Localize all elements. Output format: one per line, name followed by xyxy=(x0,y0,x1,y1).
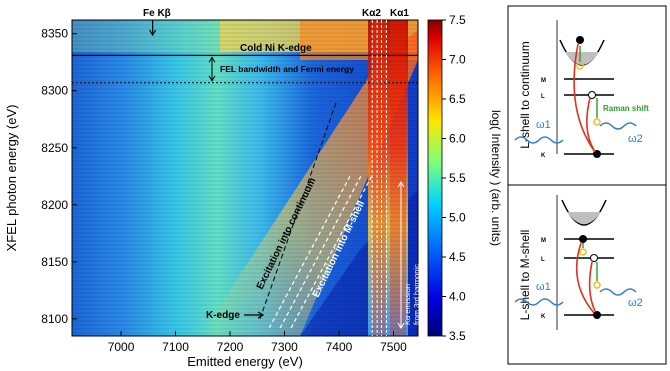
diagram-top: L-shell to continuum M L K Raman shift ω… xyxy=(514,20,649,159)
colorbar-label: log( Intensity ) (arb. units) xyxy=(489,110,503,246)
overlay-lines xyxy=(72,20,418,336)
third-harmonic-arrowheads xyxy=(397,181,405,329)
y-tick-label: 8350 xyxy=(41,27,68,41)
colorbar xyxy=(427,19,443,337)
x-tick-label: 7400 xyxy=(326,340,353,354)
bottom-omega1: ω1 xyxy=(536,281,551,293)
fe-kbeta-arrowhead xyxy=(149,29,157,37)
colorbar-tick-label: 4.5 xyxy=(449,250,466,264)
y-tick-label: 8250 xyxy=(41,141,68,155)
top-omega1: ω1 xyxy=(536,119,551,131)
plot-frame xyxy=(71,19,419,337)
fel-bandwidth-arrowheads xyxy=(208,56,216,82)
bottom-level-k: K xyxy=(541,314,546,320)
y-tick-label: 8150 xyxy=(41,255,68,269)
bottom-diagram-title: L-shell to M-shell xyxy=(518,230,532,321)
x-tick-label: 7500 xyxy=(380,340,407,354)
bottom-omega2: ω2 xyxy=(628,297,643,309)
top-level-k: K xyxy=(541,153,546,159)
colorbar-tick-label: 6.5 xyxy=(449,92,466,106)
cold-ni-label: Cold Ni K-edge xyxy=(240,43,312,54)
bottom-level-m: M xyxy=(541,238,546,244)
kalpha1-label: Kα1 xyxy=(390,8,409,19)
mshell-diagonal xyxy=(290,176,373,329)
y-axis-label: XFEL photon energy (eV) xyxy=(4,105,19,252)
x-tick-label: 7100 xyxy=(162,340,189,354)
x-axis: 7000 7100 7200 7300 7400 7500 xyxy=(108,331,407,354)
third-harmonic-label-2: from 3rd harmonic xyxy=(412,264,421,325)
top-diagram-title: L-shell to continuum xyxy=(518,41,532,148)
k-edge-arrowhead xyxy=(257,311,265,319)
continuum-diagonal xyxy=(259,101,337,320)
kalpha2-label: Kα2 xyxy=(362,8,381,19)
x-tick-label: 7300 xyxy=(271,340,298,354)
y-tick-label: 8200 xyxy=(41,198,68,212)
y-tick-label: 8300 xyxy=(41,84,68,98)
k-edge-label: K-edge xyxy=(206,310,240,321)
colorbar-tick-label: 7.0 xyxy=(449,53,466,67)
diagram-bottom: L-shell to M-shell M L K ω1 ω2 xyxy=(514,195,643,330)
y-axis: 8100 8150 8200 8250 8300 8350 xyxy=(41,27,77,326)
colorbar-tick-label: 4.0 xyxy=(449,290,466,304)
raman-shift-label: Raman shift xyxy=(603,104,649,113)
fel-bandwidth-label: FEL bandwidth and Fermi energy xyxy=(220,64,354,74)
colorbar-tick-label: 7.5 xyxy=(449,13,466,27)
bottom-level-l: L xyxy=(541,257,545,263)
colorbar-tick-label: 6.0 xyxy=(449,132,466,146)
x-tick-label: 7200 xyxy=(217,340,244,354)
mshell-diagonal xyxy=(268,176,351,329)
fe-kbeta-label: Fe Kβ xyxy=(143,8,171,19)
colorbar-ticks: 3.5 4.0 4.5 5.0 5.5 6.0 6.5 7.0 7.5 xyxy=(442,13,466,343)
colorbar-tick-label: 5.5 xyxy=(449,171,466,185)
colorbar-tick-label: 5.0 xyxy=(449,211,466,225)
top-omega2: ω2 xyxy=(628,133,643,145)
mshell-diagonal xyxy=(279,176,362,329)
x-axis-label: Emitted energy (eV) xyxy=(187,354,303,369)
third-harmonic-label-1: Kα emission xyxy=(403,284,412,325)
top-level-l: L xyxy=(541,94,545,100)
colorbar-tick-label: 3.5 xyxy=(449,329,466,343)
y-tick-label: 8100 xyxy=(41,312,68,326)
x-tick-label: 7000 xyxy=(108,340,135,354)
top-level-m: M xyxy=(541,78,546,84)
